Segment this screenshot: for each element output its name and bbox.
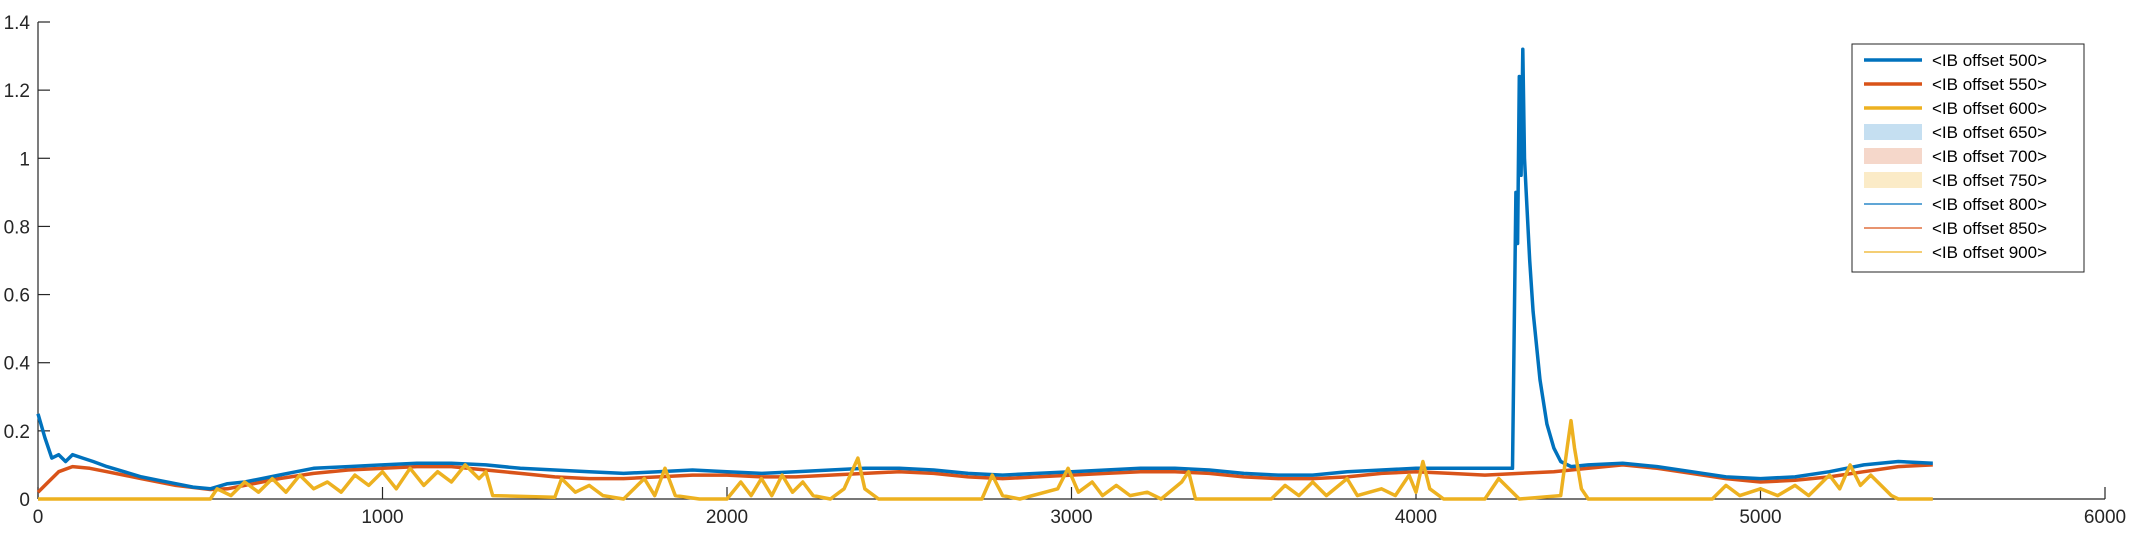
y-tick-label: 1	[19, 149, 30, 170]
x-ticks: 0 1000 2000 3000 4000 5000 6000	[33, 487, 2126, 528]
y-tick-label: 0.2	[4, 422, 30, 443]
legend-swatch	[1864, 172, 1922, 188]
y-tick-label: 1.2	[4, 81, 30, 102]
x-tick-label: 1000	[361, 507, 403, 528]
legend-label: <IB offset 600>	[1932, 99, 2047, 118]
legend-label: <IB offset 700>	[1932, 147, 2047, 166]
y-tick-label: 0	[19, 490, 30, 511]
legend-swatch	[1864, 124, 1922, 140]
x-tick-label: 5000	[1739, 507, 1781, 528]
axes: 0 1000 2000 3000 4000 5000 6000 0 0.2 0.4 0.6 0.8 1…	[4, 13, 2127, 528]
x-tick-label: 0	[33, 507, 44, 528]
legend-label: <IB offset 550>	[1932, 75, 2047, 94]
y-tick-label: 0.8	[4, 217, 30, 238]
series-line-2	[38, 418, 1933, 501]
y-tick-label: 0.4	[4, 354, 31, 375]
y-ticks: 0 0.2 0.4 0.6 0.8 1 1.2 1.4	[4, 13, 50, 511]
x-tick-label: 2000	[706, 507, 748, 528]
legend-label: <IB offset 650>	[1932, 123, 2047, 142]
y-tick-label: 0.6	[4, 286, 30, 307]
legend-label: <IB offset 850>	[1932, 219, 2047, 238]
legend-label: <IB offset 500>	[1932, 51, 2047, 70]
legend-label: <IB offset 800>	[1932, 195, 2047, 214]
x-tick-label: 4000	[1395, 507, 1437, 528]
y-tick-label: 1.4	[4, 13, 31, 34]
plot-area	[36, 47, 1933, 501]
legend-label: <IB offset 750>	[1932, 171, 2047, 190]
legend: <IB offset 500> <IB offset 550> <IB offset…	[1851, 43, 2085, 273]
legend-swatch	[1864, 148, 1922, 164]
x-tick-label: 3000	[1050, 507, 1092, 528]
legend-label: <IB offset 900>	[1932, 243, 2047, 262]
x-tick-label: 6000	[2084, 507, 2126, 528]
series-line-0	[36, 47, 1933, 491]
